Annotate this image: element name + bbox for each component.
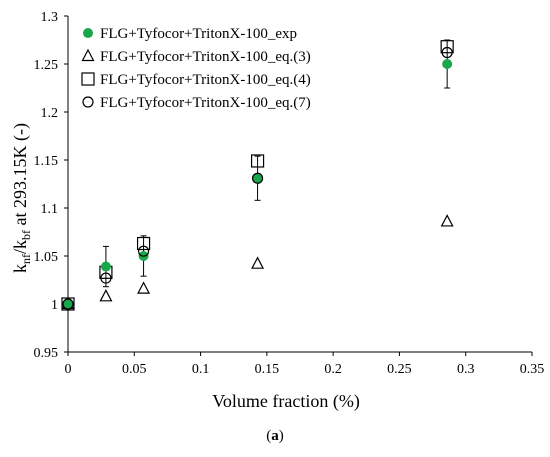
legend-label: FLG+Tyfocor+TritonX-100_eq.(7) <box>100 95 311 111</box>
data-point <box>251 256 265 269</box>
legend-marker <box>81 72 95 86</box>
legend-label: FLG+Tyfocor+TritonX-100_eq.(4) <box>100 72 311 88</box>
x-tick-label: 0 <box>65 362 72 377</box>
y-tick-label: 0.95 <box>34 346 59 361</box>
x-tick-label: 0.05 <box>122 362 147 377</box>
data-point <box>251 172 264 184</box>
x-tick-label: 0.35 <box>520 362 545 377</box>
legend-label: FLG+Tyfocor+TritonX-100_exp <box>100 26 297 42</box>
axes <box>64 15 533 356</box>
data-point <box>99 289 113 302</box>
y-axis-title-k: k <box>10 264 30 273</box>
y-axis-title-sub-nf: nf <box>19 254 33 264</box>
caption-close-paren: ) <box>278 428 284 444</box>
data-point <box>440 214 454 227</box>
data-point <box>100 261 111 272</box>
data-point <box>63 299 73 309</box>
series-3 <box>62 46 453 310</box>
y-axis-title-sub-bf: bf <box>19 230 33 240</box>
series-0 <box>63 39 453 309</box>
y-axis-title-slash-k: /k <box>10 240 30 254</box>
data-point <box>100 272 112 284</box>
y-tick-label: 1.15 <box>34 154 59 169</box>
legend-label: FLG+Tyfocor+TritonX-100_eq.(3) <box>100 49 311 65</box>
x-tick-label: 0.3 <box>457 362 475 377</box>
data-point <box>137 245 150 257</box>
x-tick-label: 0.2 <box>324 362 342 377</box>
legend-marker <box>81 48 95 62</box>
x-tick-label: 0.15 <box>255 362 280 377</box>
x-tick-label: 0.25 <box>387 362 412 377</box>
x-tick-label: 0.1 <box>192 362 210 377</box>
data-point <box>252 173 263 184</box>
y-tick-label: 1.25 <box>34 58 59 73</box>
y-tick-label: 1.2 <box>41 106 59 121</box>
figure-caption: (a) <box>0 428 550 445</box>
data-point <box>441 46 453 59</box>
x-axis-title: Volume fraction (%) <box>212 391 360 412</box>
y-tick-label: 1.1 <box>41 202 59 217</box>
y-axis-title: knf/kbf at 293.15K (-) <box>10 123 33 273</box>
series-1 <box>61 214 454 310</box>
legend-marker <box>82 96 94 108</box>
data-point <box>442 59 453 69</box>
y-tick-label: 1.3 <box>41 10 59 25</box>
data-point <box>61 297 75 311</box>
y-axis-title-rest: at 293.15K (-) <box>10 123 31 230</box>
legend-marker <box>83 28 93 38</box>
data-point <box>62 298 74 310</box>
caption-open-paren: ( <box>266 428 272 444</box>
data-series <box>61 39 454 311</box>
y-tick-label: 1.05 <box>34 250 59 265</box>
tick-labels: 0 0.05 0.1 0.15 0.2 0.25 0.3 0.35 0.95 1 1.05 1.1 1.… <box>34 10 545 377</box>
data-point <box>137 281 151 294</box>
legend: FLG+Tyfocor+TritonX-100_exp FLG+Tyfocor+T… <box>81 26 311 111</box>
caption-label: a <box>271 428 279 444</box>
y-tick-label: 1 <box>51 298 58 313</box>
